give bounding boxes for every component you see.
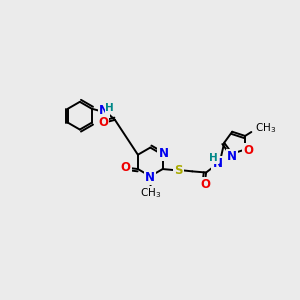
Text: O: O (200, 178, 210, 191)
Text: N: N (99, 104, 109, 117)
Text: H: H (209, 153, 218, 163)
Text: N: N (212, 157, 222, 169)
Text: N: N (158, 147, 168, 160)
Text: CH$_3$: CH$_3$ (255, 122, 276, 135)
Text: N: N (145, 171, 154, 184)
Text: H: H (106, 103, 114, 113)
Text: O: O (98, 116, 108, 129)
Text: CH$_3$: CH$_3$ (140, 186, 161, 200)
Text: O: O (243, 144, 253, 157)
Text: O: O (121, 161, 131, 174)
Text: S: S (174, 164, 183, 177)
Text: N: N (227, 150, 237, 164)
